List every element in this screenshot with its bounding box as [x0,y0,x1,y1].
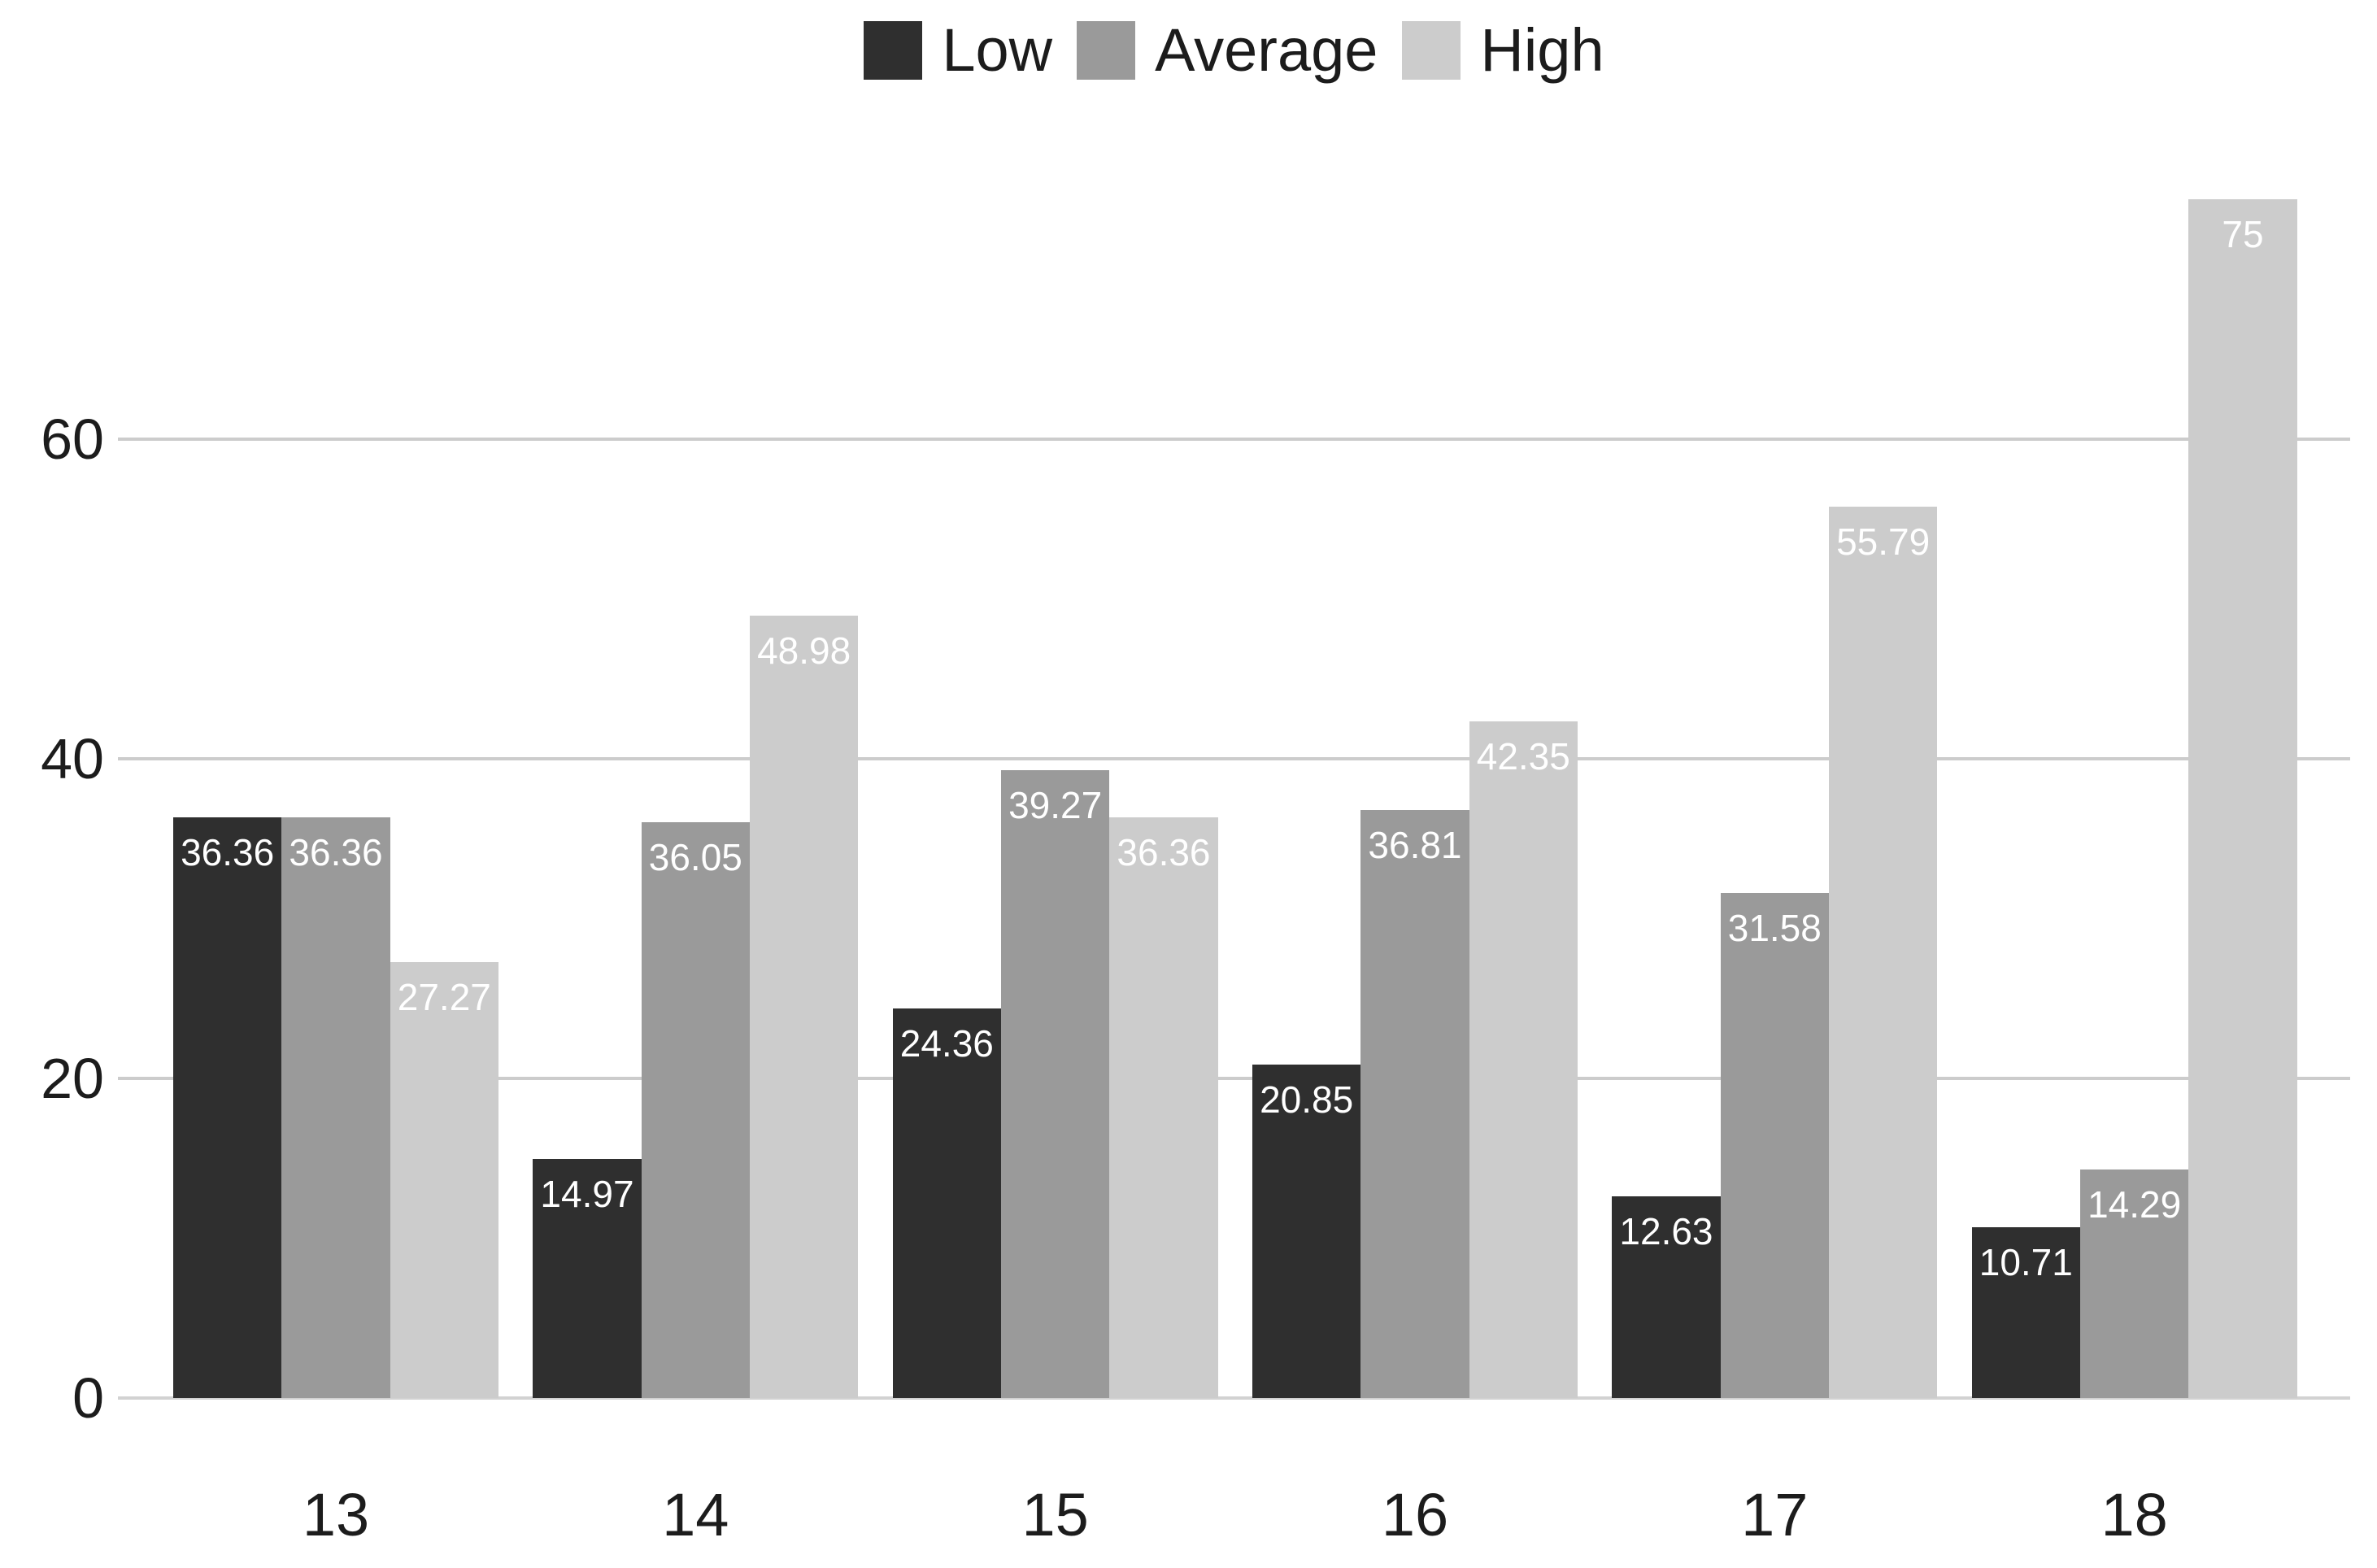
legend-label: Average [1155,16,1378,84]
bar-value-label: 39.27 [1008,784,1103,827]
bar-value-label: 20.85 [1260,1078,1354,1122]
bar-value-label: 36.36 [181,830,275,873]
bar-high-15[interactable]: 36.36 [1109,817,1218,1398]
legend-swatch-low [864,21,923,80]
bar-value-label: 12.63 [1619,1209,1713,1252]
bar-low-17[interactable]: 12.63 [1612,1196,1721,1398]
bar-value-label: 36.05 [648,835,742,878]
x-tick-label-18: 18 [2101,1481,2168,1548]
x-tick-label-16: 16 [1381,1481,1449,1548]
bar-value-label: 10.71 [1979,1240,2073,1283]
legend: Low Average High [118,18,2350,83]
x-tick-label-17: 17 [1741,1481,1809,1548]
gridline-40 [118,757,2350,760]
bar-value-label: 36.36 [289,830,383,873]
bar-value-label: 42.35 [1476,734,1570,777]
y-tick-label-0: 0 [72,1366,104,1430]
bar-value-label: 24.36 [899,1022,994,1065]
bar-value-label: 36.81 [1368,823,1462,866]
bar-low-15[interactable]: 24.36 [892,1008,1001,1398]
y-tick-label-40: 40 [41,727,104,791]
gridline-60 [118,438,2350,441]
bar-high-16[interactable]: 42.35 [1469,721,1578,1398]
bar-value-label: 48.98 [757,629,851,672]
gridline-20 [118,1077,2350,1080]
legend-swatch-average [1077,21,1136,80]
y-tick-label-60: 60 [41,407,104,471]
legend-item-high: High [1402,18,1604,83]
bar-value-label: 31.58 [1727,907,1822,950]
legend-swatch-high [1402,21,1461,80]
x-tick-label-14: 14 [662,1481,729,1548]
y-tick-label-20: 20 [41,1047,104,1110]
bar-value-label: 27.27 [397,976,491,1019]
bar-high-17[interactable]: 55.79 [1828,506,1938,1398]
legend-item-low: Low [864,18,1052,83]
bar-average-17[interactable]: 31.58 [1720,893,1829,1398]
bar-low-16[interactable]: 20.85 [1252,1065,1361,1398]
bar-value-label: 75 [2222,213,2264,256]
bar-low-14[interactable]: 14.97 [533,1158,642,1398]
x-tick-label-13: 13 [302,1481,370,1548]
bar-average-13[interactable]: 36.36 [281,817,390,1398]
bar-average-15[interactable]: 39.27 [1000,770,1110,1398]
legend-item-average: Average [1077,18,1378,83]
bar-value-label: 14.97 [540,1172,634,1215]
bar-average-14[interactable]: 36.05 [641,821,750,1398]
bar-value-label: 55.79 [1836,520,1931,563]
bar-high-13[interactable]: 27.27 [390,962,498,1398]
legend-label: Low [942,16,1053,84]
bar-average-18[interactable]: 14.29 [2079,1169,2189,1398]
bar-low-13[interactable]: 36.36 [173,817,282,1398]
bar-high-14[interactable]: 48.98 [749,615,859,1398]
bar-average-16[interactable]: 36.81 [1360,809,1469,1398]
x-axis-baseline [118,1396,2350,1400]
bar-value-label: 14.29 [2087,1183,2182,1226]
bar-low-18[interactable]: 10.71 [1971,1226,2080,1398]
bar-high-18[interactable]: 75 [2188,199,2297,1398]
legend-label: High [1480,16,1604,84]
x-tick-label-15: 15 [1021,1481,1089,1548]
bar-value-label: 36.36 [1117,830,1211,873]
